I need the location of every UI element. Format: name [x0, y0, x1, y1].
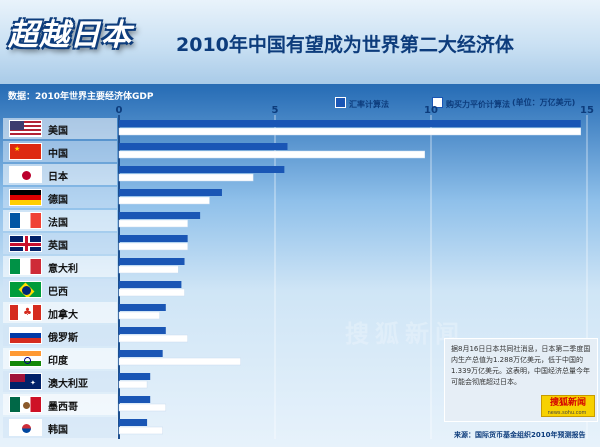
bar-exchange-rate: [119, 419, 148, 426]
flag-icon: [9, 189, 42, 206]
news-text: 据8月16日日本共同社消息，日本第二季度国内生产总值为1.288万亿美元，低于中…: [451, 345, 591, 386]
bar-exchange-rate: [119, 212, 201, 219]
flag-icon: [9, 419, 42, 436]
tick-label: 15: [580, 105, 594, 116]
category-label: 中国: [48, 149, 68, 160]
category-label: 德国: [48, 195, 68, 206]
category-label: 俄罗斯: [48, 333, 78, 344]
flag-icon: ★: [9, 143, 42, 160]
legend-swatch-dark: [335, 97, 346, 108]
source-note: 来源：国际货币基金组织2010年预测报告: [454, 431, 586, 439]
title-banner: [0, 0, 600, 84]
category-label: 澳大利亚: [48, 379, 88, 390]
bar-exchange-rate: [119, 304, 166, 311]
flag-icon: [9, 258, 42, 275]
category-label: 英国: [48, 241, 68, 252]
flag-icon: [9, 235, 42, 252]
bar-ppp: [118, 173, 254, 182]
legend-label: 购买力平价计算法: [446, 100, 510, 109]
tick-label: 10: [424, 105, 438, 116]
bar-exchange-rate: [119, 327, 166, 334]
bar-ppp: [118, 288, 185, 297]
category-label: 墨西哥: [48, 402, 78, 413]
flag-icon: [9, 350, 42, 367]
bar-ppp: [118, 242, 188, 251]
bar-ppp: [118, 127, 582, 136]
flag-icon: [9, 396, 42, 413]
flag-icon: [9, 166, 42, 183]
bar-ppp: [118, 150, 426, 159]
flag-icon: [9, 327, 42, 344]
flag-icon: [9, 212, 42, 229]
bar-ppp: [118, 403, 167, 412]
bar-exchange-rate: [119, 396, 151, 403]
bar-exchange-rate: [119, 166, 285, 173]
title-main: 超越日本: [8, 18, 132, 53]
bar-exchange-rate: [119, 350, 163, 357]
flag-icon: ♣: [9, 304, 42, 321]
tick-label: 0: [116, 105, 123, 116]
category-label: 日本: [48, 172, 68, 183]
legend-swatch-light: [432, 97, 443, 108]
bar-exchange-rate: [119, 235, 188, 242]
category-label: 巴西: [48, 287, 68, 298]
category-label: 韩国: [48, 425, 68, 436]
bar-ppp: [118, 334, 188, 343]
bar-exchange-rate: [119, 189, 222, 196]
bar-ppp: [118, 265, 179, 274]
bar-exchange-rate: [119, 373, 151, 380]
news-box: 据8月16日日本共同社消息，日本第二季度国内生产总值为1.288万亿美元，低于中…: [444, 338, 598, 422]
category-label: 法国: [48, 218, 68, 229]
bar-exchange-rate: [119, 258, 185, 265]
bar-exchange-rate: [119, 120, 581, 127]
chart-subtitle: 数据：2010年世界主要经济体GDP: [8, 92, 154, 102]
category-label: 意大利: [48, 264, 78, 275]
bar-ppp: [118, 357, 241, 366]
flag-icon: ✦: [9, 373, 42, 390]
bar-ppp: [118, 426, 163, 435]
bar-ppp: [118, 219, 188, 228]
tick-label: 5: [272, 105, 279, 116]
legend-exchange-rate: 汇率计算法: [335, 97, 389, 110]
bar-exchange-rate: [119, 281, 182, 288]
flag-icon: [9, 120, 42, 137]
bar-ppp: [118, 380, 148, 389]
chart-title: 2010年中国有望成为世界第二大经济体: [176, 34, 514, 56]
bar-exchange-rate: [119, 143, 288, 150]
watermark: 搜狐新闻: [345, 320, 465, 348]
legend-ppp: 购买力平价计算法: [432, 97, 510, 110]
bar-ppp: [118, 311, 160, 320]
bar-ppp: [118, 196, 210, 205]
category-label: 加拿大: [48, 310, 78, 321]
category-label: 印度: [48, 356, 68, 367]
unit-label: (单位：万亿美元): [512, 98, 576, 107]
news-logo: 搜狐新闻: [541, 395, 595, 417]
flag-icon: [9, 281, 42, 298]
legend-label: 汇率计算法: [349, 100, 389, 109]
news-url: news.sohu.com: [547, 410, 587, 416]
category-label: 美国: [48, 126, 68, 137]
